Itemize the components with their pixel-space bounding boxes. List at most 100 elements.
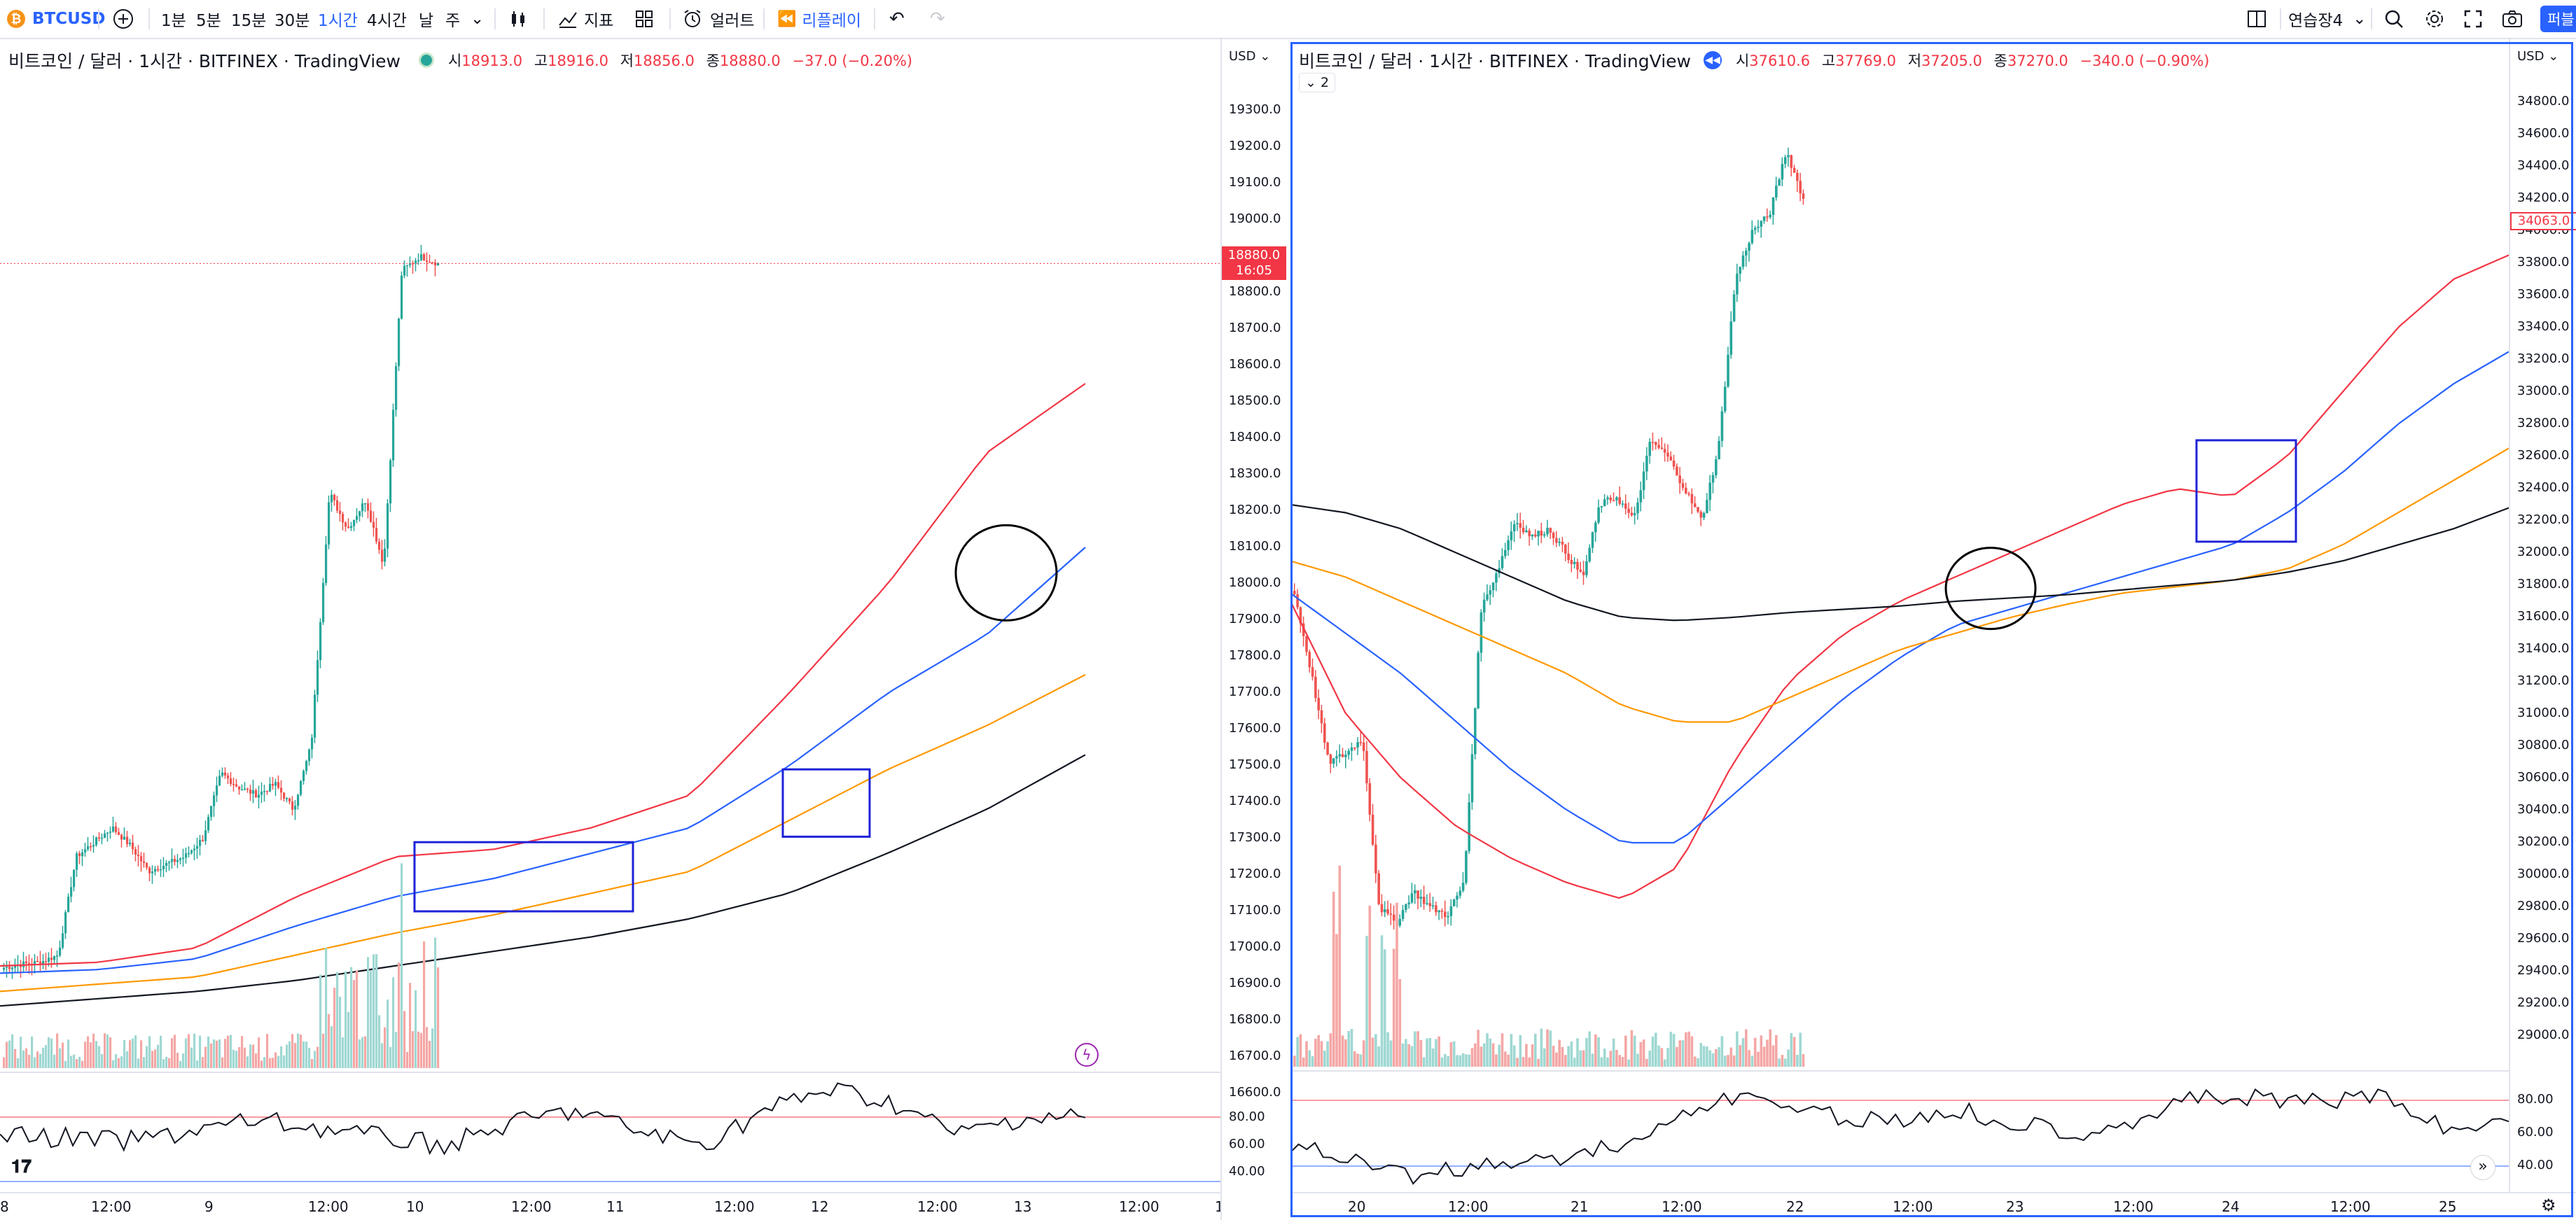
interval-15m[interactable]: 15분	[231, 12, 267, 30]
candle-body	[1380, 904, 1384, 913]
time-tick-label: 12:00	[1119, 1198, 1160, 1215]
left-price-scale[interactable]: USD ⌄ 19300.019200.019100.019000.018900.…	[1220, 39, 1292, 1220]
left-chart-canvas[interactable]	[0, 39, 1220, 1220]
fullscreen-button[interactable]	[2463, 0, 2483, 38]
candle-body	[1422, 897, 1426, 904]
candle-body	[182, 857, 185, 860]
interval-1h[interactable]: 1시간	[318, 12, 358, 30]
volume-bar	[115, 1054, 118, 1068]
candle-body	[207, 817, 210, 831]
volume-bar	[266, 1034, 269, 1068]
highlight-box	[413, 841, 634, 913]
volume-bar	[109, 1037, 112, 1068]
volume-bar	[364, 1036, 367, 1068]
candle-body	[53, 956, 56, 960]
currency-label[interactable]: USD ⌄	[2517, 49, 2559, 64]
interval-4h[interactable]: 4시간	[367, 12, 407, 30]
candle-body	[1591, 532, 1594, 548]
candle-body	[1715, 459, 1718, 475]
volume-bar	[378, 1015, 381, 1068]
layout-select-button[interactable]	[2246, 0, 2267, 38]
interval-1m[interactable]: 1분	[161, 12, 186, 30]
scroll-to-realtime-button[interactable]: »	[2470, 1155, 2495, 1180]
left-chart-pane[interactable]: 비트코인 / 달러 · 1시간 · BITFINEX · TradingView…	[0, 39, 1220, 1220]
volume-bar	[1359, 1054, 1363, 1067]
right-chart-canvas[interactable]	[1290, 39, 2509, 1220]
volume-bar	[1495, 1054, 1498, 1067]
templates-button[interactable]	[634, 0, 654, 38]
collapsed-indicators-toggle[interactable]: ⌄ 2	[1299, 73, 1336, 92]
right-time-axis[interactable]: 20 12:00 21 12:00 22 12:00 23 12:00 24 12:00 25 ⚙	[1290, 1192, 2576, 1220]
volume-bar	[67, 1039, 70, 1068]
right-chart-pane[interactable]: 비트코인 / 달러 · 1시간 · BITFINEX · TradingView…	[1290, 39, 2576, 1220]
volume-bar	[1474, 1043, 1477, 1067]
settings-button[interactable]	[2424, 0, 2445, 38]
volume-bar	[118, 1058, 120, 1068]
layout-name-button[interactable]: 연습장4 ⌄	[2288, 0, 2366, 38]
candle-body	[106, 832, 109, 834]
indicators-button[interactable]: 지표	[557, 0, 613, 38]
candle-body	[1796, 172, 1799, 181]
interval-30m[interactable]: 30분	[274, 12, 310, 30]
interval-day[interactable]: 날	[419, 12, 434, 30]
snapshot-button[interactable]	[2501, 0, 2523, 38]
volume-bar	[423, 941, 426, 1068]
interval-week[interactable]: 주	[445, 12, 461, 30]
volume-bar	[375, 954, 378, 1068]
volume-bar	[6, 1042, 8, 1068]
candle-body	[375, 528, 378, 542]
candle-body	[319, 622, 322, 661]
candle-body	[81, 852, 84, 857]
interval-dropdown[interactable]: ⌄	[471, 0, 484, 38]
candle-body	[1447, 916, 1449, 918]
volume-bar	[1766, 1039, 1769, 1067]
volume-bar	[1612, 1038, 1615, 1067]
volume-bar	[1356, 1053, 1359, 1067]
toolbar-divider	[494, 8, 496, 29]
price-tick-label: 17000.0	[1229, 939, 1281, 954]
chart-type-button[interactable]	[508, 0, 529, 38]
interval-5m[interactable]: 5분	[196, 12, 221, 30]
volume-bar	[1335, 934, 1338, 1067]
alert-label: 얼러트	[710, 12, 755, 30]
volume-bar	[398, 962, 401, 1068]
candle-body	[1491, 582, 1495, 591]
price-tick-label: 16900.0	[1229, 976, 1281, 990]
volume-bar	[171, 1038, 174, 1068]
candle-body	[406, 265, 409, 267]
left-time-axis[interactable]: 8 12:00 9 12:00 10 12:00 11 12:00 12 12:00 13 12:00…	[0, 1192, 1220, 1220]
search-button[interactable]	[2383, 0, 2404, 38]
volume-bar	[28, 1054, 31, 1068]
replay-button[interactable]: ⏪ 리플레이	[777, 0, 861, 38]
volume-bar	[412, 1031, 415, 1068]
candle-body	[1760, 220, 1763, 227]
alert-button[interactable]: 얼러트	[682, 0, 754, 38]
volume-bar	[1748, 1050, 1750, 1067]
add-symbol-button[interactable]	[112, 0, 134, 38]
candle-body	[249, 789, 252, 794]
publish-button[interactable]: 퍼블	[2540, 6, 2576, 32]
tradingview-logo-icon[interactable]: 𝟏𝟕	[11, 1156, 32, 1177]
volume-bar	[1426, 1038, 1428, 1067]
volume-bar	[176, 1053, 179, 1068]
lightning-icon[interactable]: ϟ	[1075, 1043, 1099, 1067]
candle-body	[1519, 523, 1522, 528]
symbol-search-button[interactable]: ₿ BTCUSD	[7, 0, 105, 38]
candle-body	[1745, 251, 1748, 256]
gear-icon[interactable]: ⚙	[2541, 1196, 2556, 1215]
volume-bar	[255, 1053, 258, 1068]
volume-bar	[1729, 1047, 1733, 1067]
redo-button[interactable]: ↷	[930, 0, 945, 38]
volume-bar	[1676, 1046, 1678, 1067]
right-price-axis[interactable]: USD ⌄ 34800.0 34600.0 34400.0 34200.0 34000.…	[2509, 39, 2576, 1220]
candle-body	[176, 860, 179, 862]
price-tick-label: 33200.0	[2517, 351, 2570, 366]
currency-label[interactable]: USD ⌄	[1229, 49, 1271, 64]
volume-bar	[1787, 1049, 1790, 1067]
candle-body	[134, 849, 137, 855]
volume-bar	[1461, 1053, 1465, 1067]
alarm-clock-icon	[684, 10, 701, 27]
undo-button[interactable]: ↶	[889, 0, 905, 38]
candle-body	[314, 694, 316, 738]
volume-bar	[1386, 1032, 1389, 1067]
